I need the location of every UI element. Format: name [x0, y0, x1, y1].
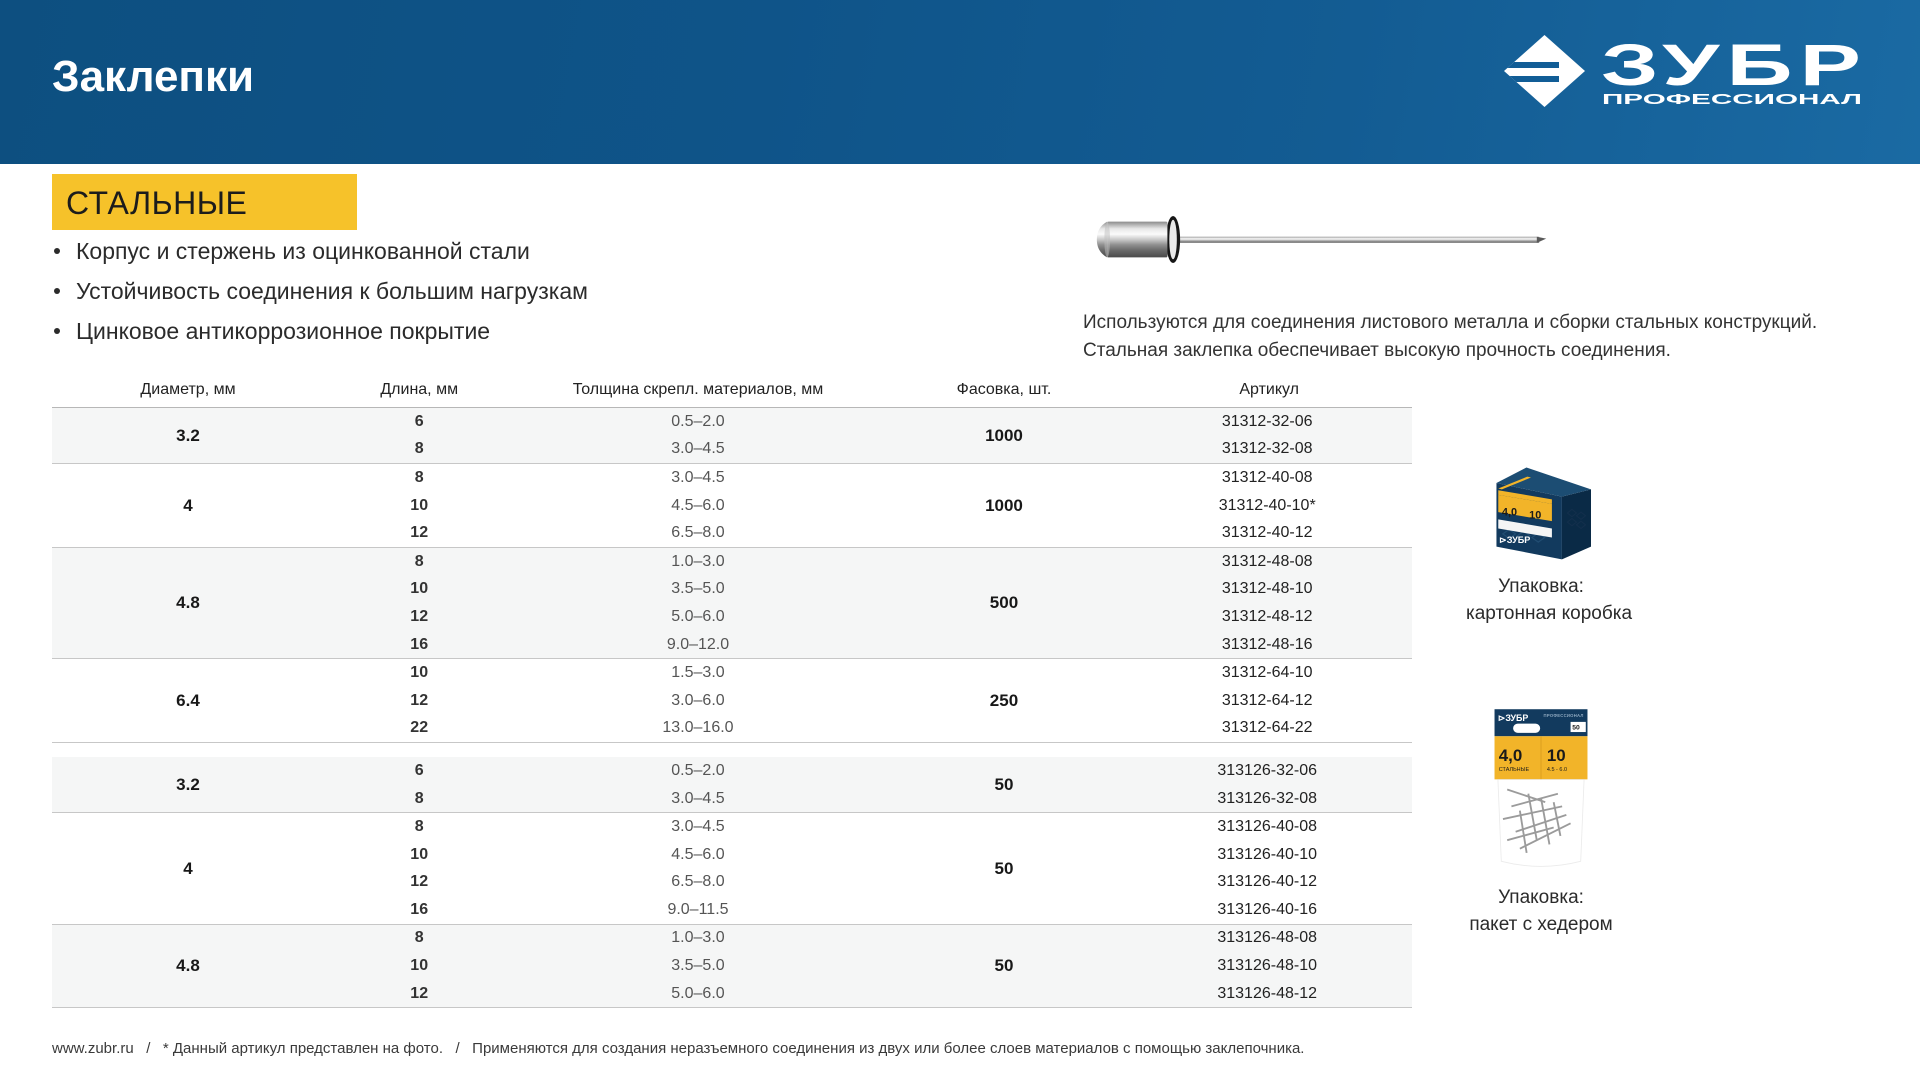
svg-text:СТАЛЬНЫЕ: СТАЛЬНЫЕ [1499, 767, 1530, 773]
svg-text:4,0: 4,0 [1502, 507, 1517, 519]
svg-text:⊳ЗУБР: ⊳ЗУБР [1498, 713, 1529, 723]
svg-text:4,0: 4,0 [1499, 746, 1522, 765]
svg-text:4.5 - 6.0: 4.5 - 6.0 [1547, 767, 1567, 773]
svg-text:ЗУБР: ЗУБР [1601, 35, 1868, 98]
svg-text:ПРОФЕССИОНАЛ: ПРОФЕССИОНАЛ [1544, 713, 1584, 718]
svg-text:⊳ЗУБР: ⊳ЗУБР [1499, 535, 1530, 545]
svg-text:10: 10 [1529, 509, 1541, 521]
svg-text:10: 10 [1547, 746, 1566, 765]
svg-text:50: 50 [1572, 725, 1580, 732]
svg-text:ПРОФЕССИОНАЛ: ПРОФЕССИОНАЛ [1602, 91, 1862, 108]
